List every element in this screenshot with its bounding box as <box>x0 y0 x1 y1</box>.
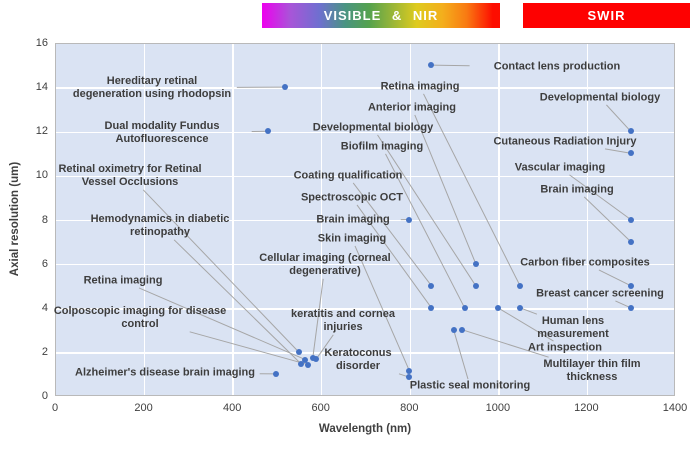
data-point <box>461 304 468 311</box>
annotation-label: Cutaneous Radiation Injury <box>493 135 637 148</box>
visible-nir-spectrum-bar: VISIBLE & NIR <box>262 3 500 28</box>
swir-label: SWIR <box>587 8 626 23</box>
annotation-label: Retinal oximetry for Retinal Vessel Occl… <box>58 163 202 188</box>
x-tick-label: 600 <box>311 402 330 414</box>
visible-nir-label: VISIBLE & NIR <box>323 8 439 23</box>
y-axis-title: Axial resolution (um) <box>9 161 21 277</box>
y-tick-label: 6 <box>41 257 48 270</box>
annotation-label: Vascular imaging <box>514 161 606 174</box>
gridline <box>320 44 323 395</box>
y-tick-label: 0 <box>41 390 48 402</box>
data-point <box>494 304 501 311</box>
annotation-label: Developmental biology <box>312 121 434 134</box>
gridline <box>56 131 674 133</box>
x-tick-label: 1200 <box>574 402 599 414</box>
x-tick-label: 200 <box>134 402 153 414</box>
data-point <box>295 348 302 355</box>
x-tick-label: 1400 <box>662 402 688 414</box>
y-tick-label: 4 <box>41 301 48 314</box>
y-tick-label: 2 <box>41 345 48 358</box>
annotation-label: Skin imaging <box>317 232 387 245</box>
x-tick-label: 400 <box>222 402 242 414</box>
annotation-label: Plastic seal monitoring <box>409 379 531 392</box>
annotation-label: Brain imaging <box>540 183 614 196</box>
y-tick-label: 8 <box>41 213 48 226</box>
data-point <box>472 282 479 289</box>
annotation-label: Anterior imaging <box>367 101 456 114</box>
x-tick-label: 800 <box>400 402 419 414</box>
data-point <box>517 304 523 311</box>
data-point <box>273 370 280 377</box>
annotation-label: Hereditary retinal degeneration using rh… <box>72 75 232 100</box>
annotation-label: Multilayer thin film thickness <box>543 358 641 383</box>
annotation-label: Colposcopic imaging for disease control <box>53 305 227 330</box>
annotation-label: Breast cancer screening <box>536 287 664 300</box>
annotation-label: Human lens measurement <box>537 315 609 340</box>
y-tick-label: 12 <box>35 125 48 138</box>
annotation-label: Brain imaging <box>316 213 390 226</box>
data-point <box>472 260 479 267</box>
y-tick-label: 14 <box>35 81 48 94</box>
annotation-label: Retina imaging <box>380 80 460 93</box>
annotation-label: Dual modality Fundus Autofluorescence <box>104 120 220 145</box>
annotation-label: Alzheimer's disease brain imaging <box>75 366 255 379</box>
data-point <box>627 304 634 311</box>
annotation-label: keratitis and cornea injuries <box>291 308 395 333</box>
x-tick-label: 1000 <box>485 402 511 414</box>
y-tick-label: 16 <box>35 37 48 49</box>
annotation-label: Coating qualification <box>293 169 403 182</box>
annotation-label: Spectroscopic OCT <box>300 191 404 204</box>
annotation-label: Carbon fiber composites <box>520 256 650 269</box>
swir-spectrum-bar: SWIR <box>523 3 690 28</box>
annotation-label: Hemodynamics in diabetic retinopathy <box>90 213 230 238</box>
annotation-label: Cellular imaging (corneal degenerative) <box>259 252 391 277</box>
data-point <box>627 238 634 245</box>
y-tick-label: 10 <box>35 169 48 182</box>
x-axis-title: Wavelength (nm) <box>318 423 412 435</box>
gridline <box>56 175 674 178</box>
data-point <box>450 326 457 333</box>
annotation-label: Developmental biology <box>539 91 661 104</box>
x-tick-label: 0 <box>51 402 59 414</box>
data-point <box>264 128 271 135</box>
annotation-label: Art inspection <box>528 341 602 354</box>
annotation-label: Biofilm imaging <box>340 140 424 153</box>
data-point <box>406 216 413 223</box>
gridline <box>56 87 674 89</box>
annotation-label: Retina imaging <box>83 274 163 287</box>
annotation-label: Contact lens production <box>493 60 621 73</box>
annotation-label: Keratoconus disorder <box>324 347 392 372</box>
data-point <box>627 216 634 223</box>
data-point <box>627 128 634 135</box>
